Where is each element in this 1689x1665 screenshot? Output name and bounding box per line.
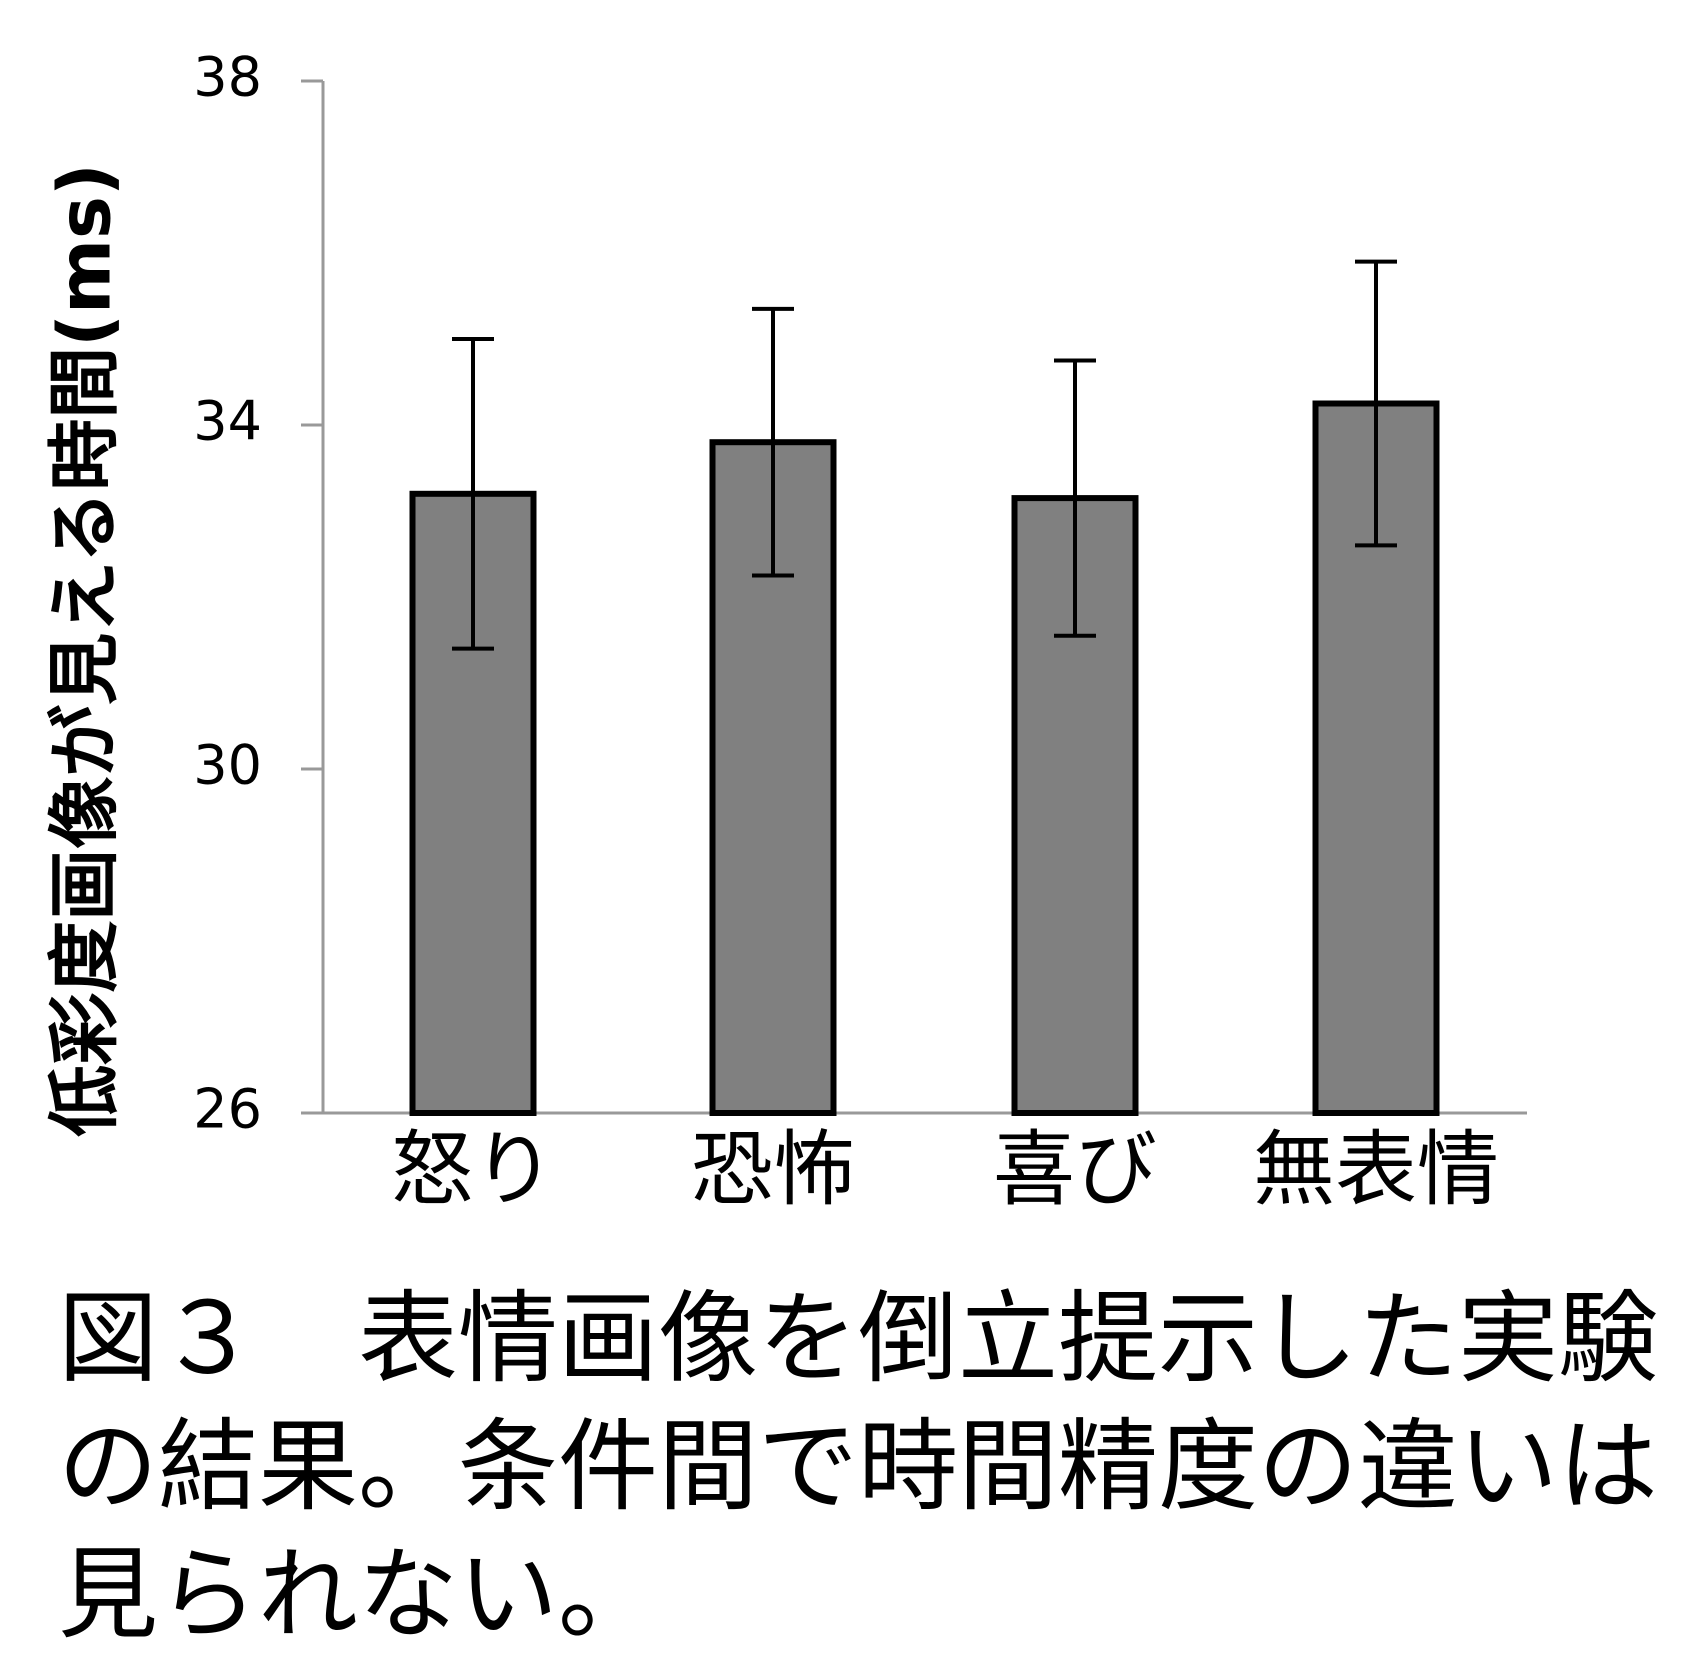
x-tick-label: 無表情 xyxy=(1253,1122,1499,1217)
x-tick-label: 怒り xyxy=(391,1122,555,1217)
y-tick-label: 30 xyxy=(193,734,262,797)
y-tick-label: 34 xyxy=(193,390,262,453)
y-tick-label: 26 xyxy=(193,1078,262,1141)
caption: 図３ 表情画像を倒立提示した実験の結果。条件間で時間精度の違いは見られない。 xyxy=(58,1280,1658,1653)
y-axis-label: 低彩度画像が見える時間(ms) xyxy=(43,163,127,1137)
x-tick-label: 喜び xyxy=(993,1122,1157,1217)
chart: 低彩度画像が見える時間(ms) 26 30 34 38 怒り 恐怖 喜び 無表情 xyxy=(43,46,1527,1217)
y-tick-label: 38 xyxy=(193,46,262,109)
x-tick-label: 恐怖 xyxy=(691,1122,855,1217)
